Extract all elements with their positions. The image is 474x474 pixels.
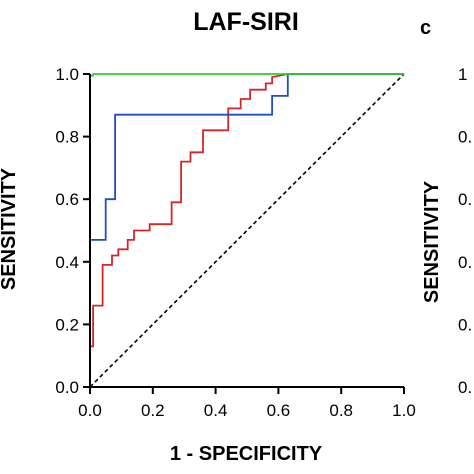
x-tick-label: 0.2	[141, 401, 165, 420]
y-axis-label: SENSITIVITY	[0, 167, 20, 290]
x-ticks: 0.0 0.2 0.4 0.6 0.8 1.0	[78, 387, 416, 420]
axes	[89, 74, 404, 388]
y-ticks: 0.0 0.2 0.4 0.6 0.8 1.0	[55, 65, 90, 397]
roc-curve-2	[89, 73, 404, 387]
y-tick-label: 0.0	[55, 378, 79, 397]
x-tick-label: 0.6	[267, 401, 291, 420]
x-tick-label: 1.0	[392, 401, 416, 420]
right-panel-y-axis-label: SENSITIVITY	[421, 180, 443, 303]
y-tick-label: 0.2	[55, 315, 79, 334]
right-panel-tick-fragment: 1	[458, 65, 467, 84]
reference-diagonal-line	[89, 73, 405, 388]
x-axis-label: 1 - SPECIFICITY	[170, 443, 323, 465]
x-tick-label: 0.4	[204, 401, 228, 420]
y-tick-label: 1.0	[55, 65, 79, 84]
x-tick-label: 0.8	[329, 401, 353, 420]
chart-title: LAF-SIRI	[193, 8, 299, 36]
right-panel-tick-fragment: 0.	[458, 253, 472, 272]
roc-curve-1	[89, 73, 404, 387]
right-panel-tick-fragment: 0.	[458, 378, 472, 397]
y-tick-label: 0.8	[55, 128, 79, 147]
x-tick-label: 0.0	[78, 401, 102, 420]
right-panel-tick-fragment: 0.	[458, 190, 472, 209]
right-panel-tick-fragments: 1 0. 0. 0. 0. 0.	[458, 65, 472, 397]
right-panel-tick-fragment: 0.	[458, 315, 472, 334]
reference-line-group	[89, 73, 405, 388]
right-panel-tick-fragment: 0.	[458, 128, 472, 147]
panel-letter: c	[420, 17, 431, 39]
y-tick-label: 0.4	[55, 253, 79, 272]
y-tick-label: 0.6	[55, 190, 79, 209]
